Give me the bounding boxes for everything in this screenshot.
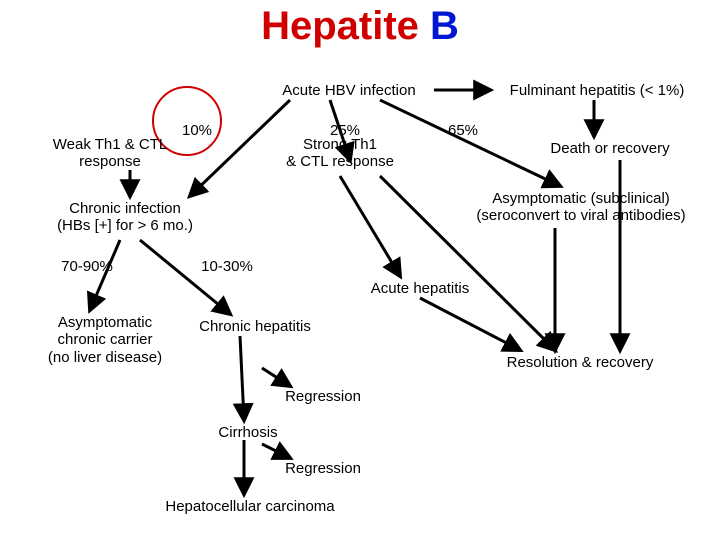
arrow-16: [262, 444, 290, 458]
node-asym_carrier: Asymptomaticchronic carrier(no liver dis…: [30, 314, 180, 366]
arrow-14: [262, 368, 290, 386]
node-resolution: Resolution & recovery: [480, 354, 680, 371]
node-fulminant: Fulminant hepatitis (< 1%): [492, 82, 702, 99]
arrow-7: [140, 240, 230, 314]
node-pct7090: 70-90%: [52, 258, 122, 275]
node-chronic_inf: Chronic infection(HBs [+] for > 6 mo.): [40, 200, 210, 235]
node-acute_hbv: Acute HBV infection: [264, 82, 434, 99]
arrow-8: [340, 176, 400, 276]
page-title: Hepatite B: [0, 4, 720, 49]
node-death_recovery: Death or recovery: [530, 140, 690, 157]
node-regression1: Regression: [268, 388, 378, 405]
node-acute_hep: Acute hepatitis: [350, 280, 490, 297]
arrow-12: [420, 298, 520, 350]
title-hepatite: Hepatite: [261, 4, 430, 48]
node-pct65: 65%: [438, 122, 488, 139]
node-cirrhosis: Cirrhosis: [198, 424, 298, 441]
node-asym_sub: Asymptomatic (subclinical)(seroconvert t…: [456, 190, 706, 225]
node-chronic_hep: Chronic hepatitis: [180, 318, 330, 335]
title-b: B: [430, 4, 459, 48]
diagram-stage: Hepatite B Acute HBV infection Fulminant …: [0, 0, 720, 540]
node-regression2: Regression: [268, 460, 378, 477]
node-pct1030: 10-30%: [192, 258, 262, 275]
node-weak_th1: Weak Th1 & CTLresponse: [40, 136, 180, 171]
node-strong_th1: Strong Th1& CTL response: [270, 136, 410, 171]
node-hcc: Hepatocellular carcinoma: [140, 498, 360, 515]
arrow-13: [240, 336, 244, 420]
